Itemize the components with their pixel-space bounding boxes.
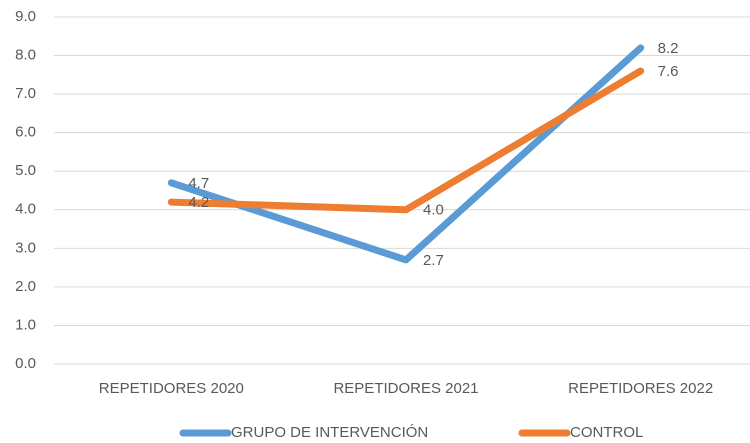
data-label: 4.7 bbox=[188, 175, 209, 192]
y-tick-label: 9.0 bbox=[15, 8, 36, 25]
legend-label: CONTROL bbox=[570, 424, 643, 441]
legend-label: GRUPO DE INTERVENCIÓN bbox=[231, 424, 428, 441]
y-tick-label: 3.0 bbox=[15, 239, 36, 256]
data-label: 2.7 bbox=[423, 252, 444, 269]
y-tick-label: 0.0 bbox=[15, 355, 36, 372]
x-tick-label: REPETIDORES 2022 bbox=[568, 380, 713, 397]
data-label: 4.2 bbox=[188, 194, 209, 211]
x-tick-label: REPETIDORES 2021 bbox=[333, 380, 478, 397]
y-tick-label: 1.0 bbox=[15, 316, 36, 333]
y-tick-label: 8.0 bbox=[15, 47, 36, 64]
data-label: 4.0 bbox=[423, 202, 444, 219]
y-tick-label: 4.0 bbox=[15, 201, 36, 218]
y-tick-label: 7.0 bbox=[15, 85, 36, 102]
data-label: 8.2 bbox=[658, 40, 679, 57]
y-tick-label: 2.0 bbox=[15, 278, 36, 295]
data-label: 7.6 bbox=[658, 63, 679, 80]
y-tick-label: 6.0 bbox=[15, 124, 36, 141]
series-line bbox=[167, 44, 645, 264]
x-tick-label: REPETIDORES 2020 bbox=[99, 380, 244, 397]
y-tick-label: 5.0 bbox=[15, 162, 36, 179]
series-line bbox=[167, 67, 645, 214]
